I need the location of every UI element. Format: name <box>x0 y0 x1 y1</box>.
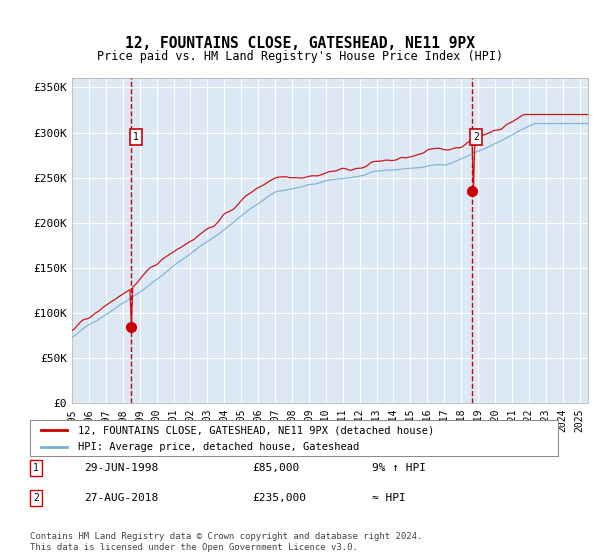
Text: £85,000: £85,000 <box>252 463 299 473</box>
Text: 9% ↑ HPI: 9% ↑ HPI <box>372 463 426 473</box>
Text: 1: 1 <box>133 132 139 142</box>
Text: Price paid vs. HM Land Registry's House Price Index (HPI): Price paid vs. HM Land Registry's House … <box>97 50 503 63</box>
Text: ≈ HPI: ≈ HPI <box>372 493 406 503</box>
Text: 2: 2 <box>33 493 39 503</box>
Text: 2: 2 <box>473 132 479 142</box>
Text: 1: 1 <box>33 463 39 473</box>
Text: HPI: Average price, detached house, Gateshead: HPI: Average price, detached house, Gate… <box>77 442 359 452</box>
Text: 29-JUN-1998: 29-JUN-1998 <box>84 463 158 473</box>
Text: 12, FOUNTAINS CLOSE, GATESHEAD, NE11 9PX (detached house): 12, FOUNTAINS CLOSE, GATESHEAD, NE11 9PX… <box>77 425 434 435</box>
Text: 27-AUG-2018: 27-AUG-2018 <box>84 493 158 503</box>
Text: 12, FOUNTAINS CLOSE, GATESHEAD, NE11 9PX: 12, FOUNTAINS CLOSE, GATESHEAD, NE11 9PX <box>125 36 475 52</box>
Text: £235,000: £235,000 <box>252 493 306 503</box>
Text: Contains HM Land Registry data © Crown copyright and database right 2024.
This d: Contains HM Land Registry data © Crown c… <box>30 532 422 552</box>
